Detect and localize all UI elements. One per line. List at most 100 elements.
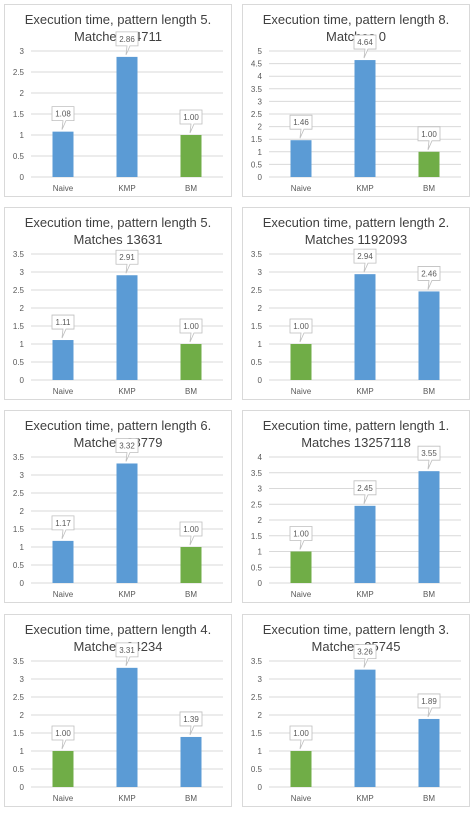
x-tick-label: Naive bbox=[53, 590, 74, 599]
bar bbox=[354, 669, 376, 787]
bar bbox=[418, 718, 440, 787]
x-tick-label: BM bbox=[185, 184, 197, 193]
y-tick-label: 2 bbox=[20, 89, 25, 98]
y-tick-label: 4 bbox=[258, 453, 263, 462]
chart-panel-7: Execution time, pattern length 4. Matche… bbox=[4, 614, 232, 807]
y-tick-label: 2 bbox=[258, 123, 263, 132]
x-tick-label: Naive bbox=[53, 184, 74, 193]
chart-plot: 0 0.5 1 1.5 2 2.5 3 3.5 4 1.00 Naive 2.45 KMP 3.55 BM bbox=[251, 445, 461, 599]
data-label-callout bbox=[51, 515, 75, 540]
y-tick-label: 3.5 bbox=[251, 657, 263, 666]
x-tick-label: KMP bbox=[356, 184, 373, 193]
chart-title: Execution time, pattern length 3. Matche… bbox=[243, 621, 469, 655]
y-tick-label: 1 bbox=[258, 548, 263, 557]
chart-title-line: Execution time, pattern length 2. bbox=[262, 215, 450, 230]
y-tick-label: 3.5 bbox=[13, 250, 25, 259]
data-label: 3.26 bbox=[357, 648, 373, 657]
x-tick-label: KMP bbox=[118, 794, 135, 803]
x-tick-label: Naive bbox=[291, 794, 312, 803]
data-label: 1.00 bbox=[293, 530, 309, 539]
x-tick-label: KMP bbox=[118, 590, 135, 599]
data-label: 3.55 bbox=[421, 449, 437, 458]
y-tick-label: 2.5 bbox=[251, 110, 263, 119]
bar bbox=[180, 547, 202, 583]
y-tick-label: 1.5 bbox=[13, 110, 25, 119]
data-label-callout bbox=[115, 31, 139, 56]
data-label-callout bbox=[115, 249, 139, 274]
x-tick-label: Naive bbox=[291, 387, 312, 396]
bar bbox=[52, 540, 74, 583]
data-label: 3.32 bbox=[119, 441, 135, 450]
y-tick-label: 5 bbox=[258, 47, 263, 56]
y-tick-label: 1.5 bbox=[251, 322, 263, 331]
x-tick-label: BM bbox=[185, 387, 197, 396]
y-tick-label: 0.5 bbox=[13, 152, 25, 161]
data-label-callout bbox=[289, 114, 313, 139]
x-tick-label: BM bbox=[423, 387, 435, 396]
chart-panel-1: Execution time, pattern length 5. Matche… bbox=[4, 4, 232, 197]
y-tick-label: 0 bbox=[258, 376, 263, 385]
y-tick-label: 0.5 bbox=[251, 160, 263, 169]
y-tick-label: 0.5 bbox=[13, 765, 25, 774]
y-tick-label: 2 bbox=[258, 304, 263, 313]
x-tick-label: KMP bbox=[356, 387, 373, 396]
data-label-callout bbox=[179, 109, 203, 134]
data-label-callout bbox=[353, 34, 377, 59]
x-tick-label: BM bbox=[185, 590, 197, 599]
bar bbox=[116, 56, 138, 177]
bar bbox=[116, 667, 138, 787]
chart-subtitle: Matches 13631 bbox=[73, 232, 163, 247]
bar bbox=[354, 274, 376, 380]
y-tick-label: 3 bbox=[20, 675, 25, 684]
data-label: 3.31 bbox=[119, 646, 135, 655]
data-label-callout bbox=[289, 526, 313, 550]
x-tick-label: Naive bbox=[291, 590, 312, 599]
y-tick-label: 0 bbox=[20, 783, 25, 792]
data-label: 2.45 bbox=[357, 484, 373, 493]
data-label: 1.00 bbox=[293, 322, 309, 331]
chart-plot: 0 0.5 1 1.5 2 2.5 3 3.5 1.00 Naive 3.31 KMP 1.39 BM bbox=[13, 642, 223, 803]
chart-panel-4: Execution time, pattern length 2. Matche… bbox=[242, 207, 470, 400]
chart-plot: 0 0.5 1 1.5 2 2.5 3 3.5 1.11 Naive 2.91 KMP 1.00 BM bbox=[13, 249, 223, 396]
bar bbox=[180, 135, 202, 177]
y-tick-label: 1.5 bbox=[251, 135, 263, 144]
chart-title-line: Execution time, pattern length 4. bbox=[24, 622, 212, 637]
data-label-callout bbox=[289, 318, 313, 343]
data-label-callout bbox=[353, 644, 377, 668]
data-label-callout bbox=[179, 521, 203, 546]
y-tick-label: 3 bbox=[258, 97, 263, 106]
bar bbox=[418, 291, 440, 380]
y-tick-label: 2 bbox=[20, 711, 25, 720]
y-tick-label: 2 bbox=[258, 516, 263, 525]
x-tick-label: BM bbox=[423, 590, 435, 599]
y-tick-label: 0 bbox=[258, 783, 263, 792]
y-tick-label: 0 bbox=[20, 173, 25, 182]
data-label-callout bbox=[417, 693, 441, 718]
data-label-callout bbox=[179, 318, 203, 343]
y-tick-label: 3 bbox=[258, 485, 263, 494]
chart-title: Execution time, pattern length 1. Matche… bbox=[243, 417, 469, 451]
bar bbox=[418, 471, 440, 583]
data-label-callout bbox=[353, 248, 377, 273]
y-tick-label: 3 bbox=[258, 268, 263, 277]
bar bbox=[52, 131, 74, 177]
y-tick-label: 3 bbox=[20, 47, 25, 56]
data-label-callout bbox=[51, 106, 75, 130]
y-tick-label: 3.5 bbox=[251, 85, 263, 94]
data-label: 1.11 bbox=[56, 318, 72, 327]
y-tick-label: 4.5 bbox=[251, 60, 263, 69]
y-tick-label: 3 bbox=[20, 268, 25, 277]
y-tick-label: 0 bbox=[20, 579, 25, 588]
y-tick-label: 3.5 bbox=[13, 657, 25, 666]
bar bbox=[290, 140, 312, 177]
chart-title-line: Execution time, pattern length 8. bbox=[262, 12, 450, 27]
data-label-callout bbox=[115, 642, 139, 667]
y-tick-label: 2 bbox=[258, 711, 263, 720]
data-label: 1.00 bbox=[183, 525, 199, 534]
y-tick-label: 0 bbox=[20, 376, 25, 385]
y-tick-label: 0.5 bbox=[251, 563, 263, 572]
data-label: 1.00 bbox=[183, 113, 199, 122]
bar bbox=[418, 151, 440, 177]
chart-panel-8: Execution time, pattern length 3. Matche… bbox=[242, 614, 470, 807]
bar bbox=[52, 340, 74, 380]
